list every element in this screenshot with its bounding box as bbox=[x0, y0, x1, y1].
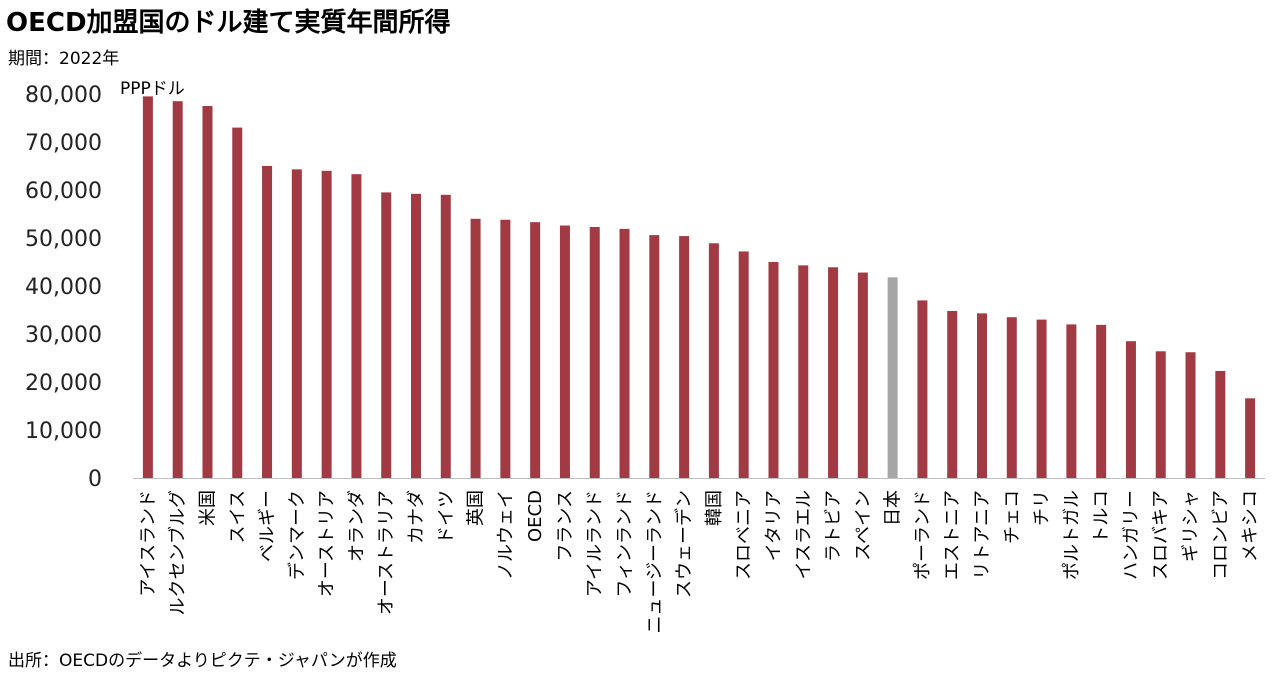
x-axis-labels: アイスランド ルクセンブルグ 米国 スイス ベルギー デンマーク オーストリア オランダ オース… bbox=[138, 490, 1261, 634]
x-category-label: 米国 bbox=[197, 490, 218, 526]
x-category-label: ギリシャ bbox=[1181, 490, 1202, 562]
bar bbox=[351, 174, 362, 478]
y-tick-label: 80,000 bbox=[25, 83, 102, 108]
bar bbox=[917, 300, 928, 478]
x-category-label: スペイン bbox=[853, 490, 874, 561]
y-tick-label: 60,000 bbox=[25, 179, 102, 204]
x-category-label: 日本 bbox=[883, 490, 904, 526]
bar bbox=[1245, 398, 1256, 478]
x-category-label: フィンランド bbox=[615, 490, 636, 598]
bar bbox=[202, 106, 213, 478]
x-category-label: OECD bbox=[525, 490, 546, 542]
x-category-label: ハンガリー bbox=[1121, 490, 1142, 580]
x-category-label: スロバキア bbox=[1151, 490, 1172, 580]
bar bbox=[232, 127, 243, 478]
bar bbox=[828, 267, 839, 478]
bar bbox=[1215, 370, 1226, 478]
x-category-label: ノルウェイ bbox=[495, 490, 516, 580]
x-category-label: チリ bbox=[1032, 490, 1053, 526]
bar bbox=[381, 192, 392, 478]
bar bbox=[798, 265, 809, 478]
bar bbox=[1066, 324, 1077, 478]
source-note: 出所：OECDのデータよりピクテ・ジャパンが作成 bbox=[8, 651, 397, 671]
bar bbox=[530, 222, 541, 478]
bar bbox=[1006, 317, 1017, 478]
x-category-label: フランス bbox=[555, 490, 576, 562]
chart-subtitle: 期間：2022年 bbox=[8, 49, 120, 69]
x-category-label: 韓国 bbox=[704, 490, 725, 526]
x-category-label: エストニア bbox=[942, 490, 963, 580]
bar bbox=[977, 313, 987, 478]
x-category-label: オーストリア bbox=[317, 490, 338, 597]
x-category-label: アイスランド bbox=[138, 490, 159, 597]
x-category-label: トルコ bbox=[1091, 490, 1112, 544]
x-category-label: スロベニア bbox=[734, 490, 755, 580]
bar bbox=[500, 219, 511, 478]
bar bbox=[619, 228, 630, 478]
y-tick-label: 20,000 bbox=[25, 371, 102, 396]
bar bbox=[857, 272, 868, 478]
bar bbox=[708, 243, 719, 478]
x-category-label: ベルギー bbox=[257, 490, 278, 562]
x-category-label: ポルトガル bbox=[1061, 490, 1082, 580]
y-axis: 0 10,000 20,000 30,000 40,000 50,000 60,000 70,… bbox=[25, 83, 102, 492]
x-category-label: ニュージーランド bbox=[644, 490, 665, 634]
bar bbox=[1185, 352, 1196, 478]
y-tick-label: 50,000 bbox=[25, 227, 102, 252]
bars bbox=[142, 96, 1256, 479]
x-category-label: コロンビア bbox=[1210, 490, 1231, 580]
bar bbox=[440, 194, 451, 479]
x-category-label: 英国 bbox=[466, 490, 487, 526]
x-category-label: デンマーク bbox=[287, 490, 308, 580]
bar bbox=[291, 169, 302, 479]
bar bbox=[768, 262, 779, 478]
bar bbox=[321, 170, 332, 479]
bar bbox=[411, 193, 421, 478]
unit-label: PPPドル bbox=[120, 79, 185, 99]
bar bbox=[262, 166, 273, 478]
x-category-label: イスラエル bbox=[793, 490, 814, 579]
x-category-label: スイス bbox=[227, 490, 248, 543]
bar bbox=[1155, 351, 1166, 478]
bar bbox=[738, 251, 749, 478]
bar bbox=[1036, 319, 1047, 478]
x-category-label: イタリア bbox=[763, 490, 784, 561]
bar bbox=[649, 235, 660, 478]
y-tick-label: 70,000 bbox=[25, 131, 102, 156]
x-category-label: チェコ bbox=[1002, 490, 1023, 544]
x-category-label: メキシコ bbox=[1240, 490, 1261, 562]
bar bbox=[142, 96, 153, 479]
x-category-label: リトアニア bbox=[972, 490, 993, 580]
bar bbox=[589, 226, 600, 478]
bar bbox=[470, 218, 481, 479]
x-category-label: オーストラリア bbox=[376, 490, 397, 615]
x-category-label: ドイツ bbox=[436, 490, 457, 544]
bar bbox=[947, 310, 958, 478]
x-category-label: ラトビア bbox=[823, 490, 844, 562]
y-tick-label: 10,000 bbox=[25, 419, 102, 444]
chart-title: OECD加盟国のドル建て実質年間所得 bbox=[6, 8, 451, 38]
x-category-label: スウェーデン bbox=[674, 490, 695, 598]
bar bbox=[679, 236, 690, 478]
x-category-label: カナダ bbox=[406, 490, 427, 544]
bar bbox=[887, 277, 898, 478]
y-tick-label: 40,000 bbox=[25, 275, 102, 300]
y-tick-label: 30,000 bbox=[25, 323, 102, 348]
x-category-label: ルクセンブルグ bbox=[167, 490, 189, 615]
x-category-label: ポーランド bbox=[912, 490, 933, 580]
bar bbox=[559, 225, 570, 478]
x-category-label: オランダ bbox=[346, 490, 367, 562]
bar bbox=[172, 101, 183, 478]
bar bbox=[1096, 324, 1107, 478]
y-tick-label: 0 bbox=[88, 467, 102, 492]
x-category-label: アイルランド bbox=[585, 490, 606, 597]
bar bbox=[1125, 341, 1136, 478]
